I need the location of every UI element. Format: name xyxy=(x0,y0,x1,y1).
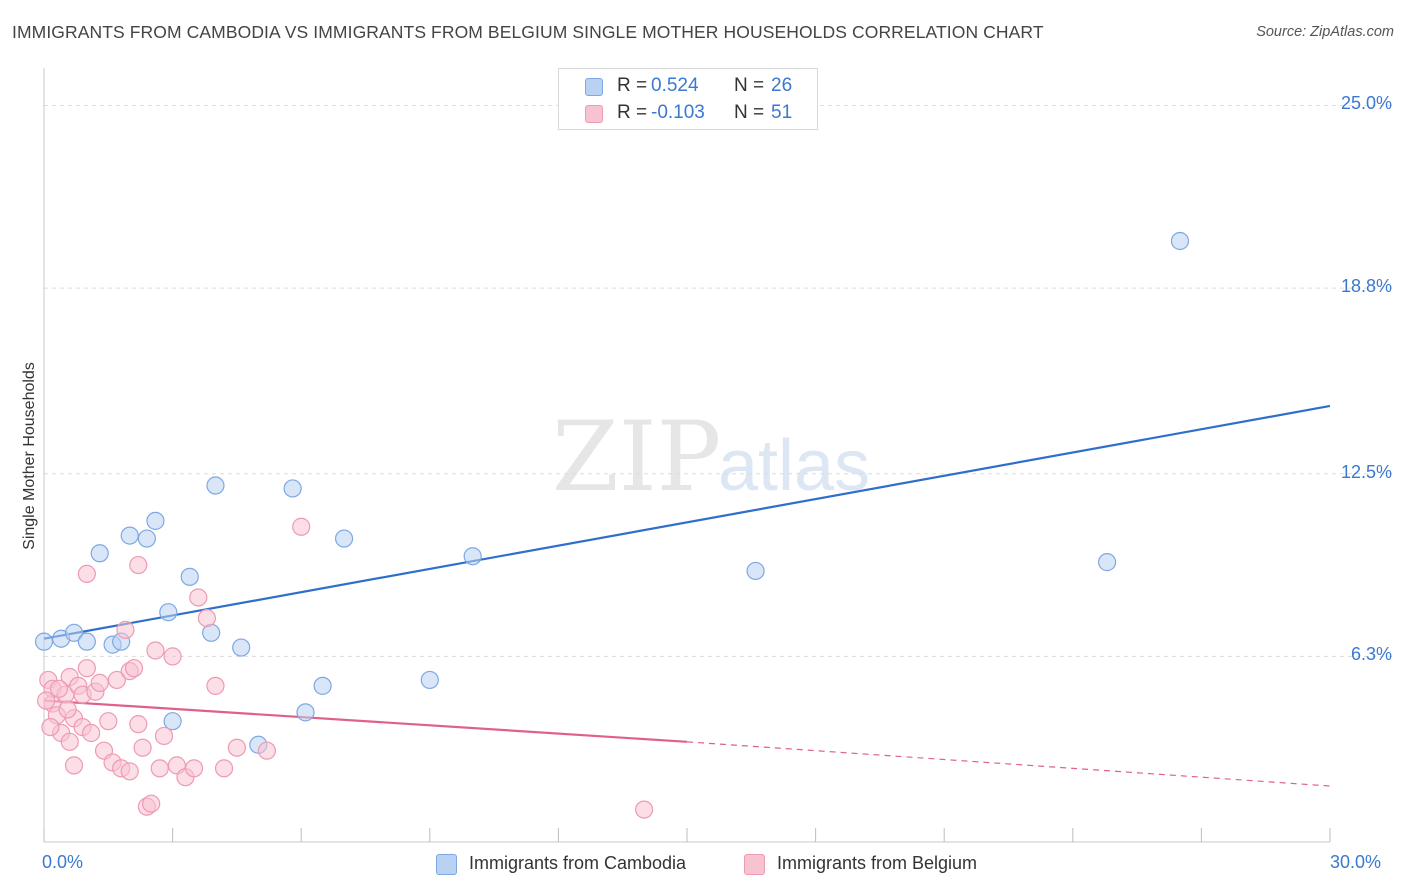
trend-extension-belgium xyxy=(686,741,1331,787)
point-belgium xyxy=(163,647,182,666)
n-label: N = xyxy=(734,102,765,123)
point-cambodia xyxy=(77,632,96,651)
r-label: R = xyxy=(617,75,648,96)
point-cambodia xyxy=(90,544,109,563)
point-belgium xyxy=(214,759,234,778)
watermark-zip: ZIP xyxy=(552,401,721,513)
point-belgium xyxy=(154,726,174,746)
source-label: Source: ZipAtlas.com xyxy=(1256,24,1394,40)
point-belgium xyxy=(129,555,148,575)
point-belgium xyxy=(635,800,654,819)
point-belgium xyxy=(77,659,96,678)
point-cambodia xyxy=(313,676,332,695)
point-belgium xyxy=(133,738,152,757)
point-cambodia xyxy=(146,511,165,530)
y-tick-label: 18.8% xyxy=(1340,276,1392,297)
chart-title: IMMIGRANTS FROM CAMBODIA VS IMMIGRANTS F… xyxy=(12,22,1044,42)
point-belgium xyxy=(120,762,139,781)
trend-line-belgium xyxy=(43,699,688,743)
point-belgium xyxy=(99,712,118,731)
point-belgium xyxy=(150,759,169,778)
point-cambodia xyxy=(463,547,482,566)
r-label: R = xyxy=(617,102,648,123)
point-cambodia xyxy=(137,529,156,548)
correlation-legend: R = 0.524 N = 26 R = -0.103 N = 51 xyxy=(558,68,818,130)
point-belgium xyxy=(146,641,165,660)
trend-line-cambodia xyxy=(43,404,1331,640)
point-belgium xyxy=(184,759,204,778)
point-belgium xyxy=(197,608,216,628)
point-belgium xyxy=(60,732,79,751)
point-cambodia xyxy=(420,670,439,690)
watermark: ZIP atlas xyxy=(552,401,870,513)
point-belgium xyxy=(107,670,126,690)
point-belgium xyxy=(227,738,246,757)
point-belgium xyxy=(77,564,96,584)
point-cambodia xyxy=(1097,553,1117,572)
point-cambodia xyxy=(180,567,199,586)
point-cambodia xyxy=(232,638,251,657)
trend-lines xyxy=(43,404,1331,787)
point-cambodia xyxy=(206,476,225,495)
point-belgium xyxy=(49,679,69,698)
point-belgium xyxy=(41,717,60,737)
point-belgium xyxy=(58,700,77,719)
point-belgium xyxy=(37,691,56,710)
axes xyxy=(43,68,1331,843)
watermark-atlas: atlas xyxy=(718,426,870,506)
point-cambodia xyxy=(120,526,139,545)
point-cambodia xyxy=(34,632,54,651)
point-belgium xyxy=(142,794,161,813)
point-belgium xyxy=(124,659,144,678)
y-tick-label: 12.5% xyxy=(1340,461,1392,482)
point-belgium xyxy=(257,741,277,760)
point-cambodia xyxy=(64,623,84,642)
r-value: -0.103 xyxy=(651,102,705,123)
r-value: 0.524 xyxy=(651,75,699,96)
point-belgium xyxy=(90,673,109,693)
point-belgium xyxy=(64,756,84,775)
legend-swatch-blue xyxy=(436,854,457,875)
y-tick-label: 25.0% xyxy=(1340,93,1392,114)
n-value: 26 xyxy=(771,75,793,96)
legend-swatch-blue xyxy=(585,78,603,96)
x-tick-label-max: 30.0% xyxy=(1330,852,1382,872)
legend-swatch-pink xyxy=(585,105,603,123)
legend-swatch-pink xyxy=(744,854,765,875)
point-cambodia xyxy=(296,703,315,722)
grid-lines xyxy=(44,104,1392,657)
legend-label: Immigrants from Cambodia xyxy=(469,853,687,873)
n-label: N = xyxy=(734,75,765,96)
scatter-points xyxy=(34,231,1190,819)
point-cambodia xyxy=(283,479,302,498)
point-cambodia xyxy=(159,603,178,622)
point-belgium xyxy=(82,723,101,743)
point-belgium xyxy=(206,676,225,695)
point-cambodia xyxy=(334,529,354,548)
legend-label: Immigrants from Belgium xyxy=(777,853,978,873)
point-cambodia xyxy=(163,712,182,731)
x-tick-label-min: 0.0% xyxy=(42,852,84,872)
point-cambodia xyxy=(1170,231,1190,251)
y-axis-label: Single Mother Households xyxy=(21,362,38,550)
y-tick-label: 6.3% xyxy=(1350,644,1392,665)
n-value: 51 xyxy=(771,102,793,123)
point-cambodia xyxy=(746,561,765,581)
point-belgium xyxy=(116,620,135,639)
point-belgium xyxy=(292,517,311,536)
point-belgium xyxy=(189,588,208,607)
point-belgium xyxy=(129,715,148,734)
